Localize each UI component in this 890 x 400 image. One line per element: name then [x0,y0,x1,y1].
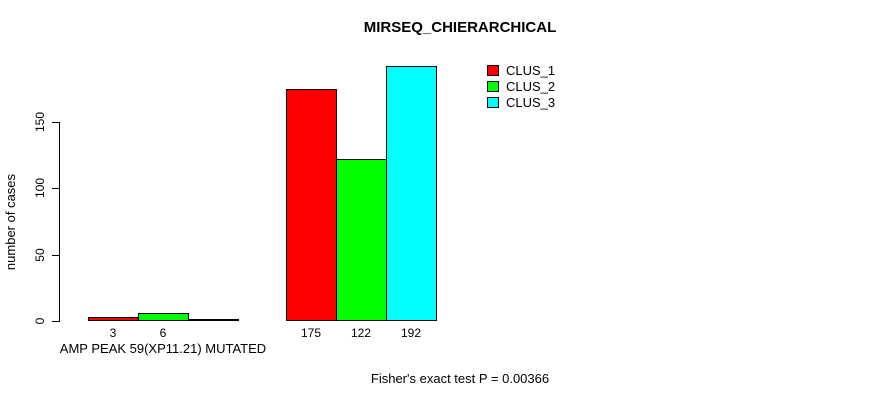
y-axis-tick-label: 0 [33,317,47,325]
y-axis-tick-label: 100 [33,177,47,199]
bar-clus_1-group1 [88,317,139,321]
y-axis-tick [52,122,59,123]
legend-label: CLUS_3 [506,94,556,110]
bar-value-label: 175 [300,326,322,340]
legend-label: CLUS_1 [506,62,556,78]
y-axis-tick [52,321,59,322]
y-axis-tick-label: 50 [33,248,47,262]
bar-value-label: 122 [350,326,372,340]
legend-swatch-clus_3 [487,96,499,108]
y-axis-label: number of cases [3,173,18,271]
bar-value-label: 6 [159,326,167,340]
legend-swatch-clus_1 [487,64,499,76]
y-axis-line [59,122,60,322]
legend: CLUS_1 CLUS_2 CLUS_3 [487,62,555,110]
bar-value-label: 192 [400,326,422,340]
legend-entry-clus_1: CLUS_1 [487,62,555,78]
bar-clus_2-group1 [138,313,189,321]
bar-clus_3-group1-zero [188,319,239,321]
chart-title: MIRSEQ_CHIERARCHICAL [363,19,557,36]
legend-label: CLUS_2 [506,78,556,94]
bar-clus_1-group2 [286,89,337,321]
y-axis-tick-label: 150 [33,111,47,133]
bar-clus_3-group2 [386,66,437,321]
bar-value-label: 3 [109,326,117,340]
legend-swatch-clus_2 [487,80,499,92]
y-axis-tick [52,255,59,256]
y-axis-tick [52,188,59,189]
legend-entry-clus_2: CLUS_2 [487,78,555,94]
fisher-test-footnote: Fisher's exact test P = 0.00366 [370,371,550,386]
bar-clus_2-group2 [336,159,387,321]
legend-entry-clus_3: CLUS_3 [487,94,555,110]
x-axis-group-label: AMP PEAK 59(XP11.21) MUTATED [59,341,267,356]
